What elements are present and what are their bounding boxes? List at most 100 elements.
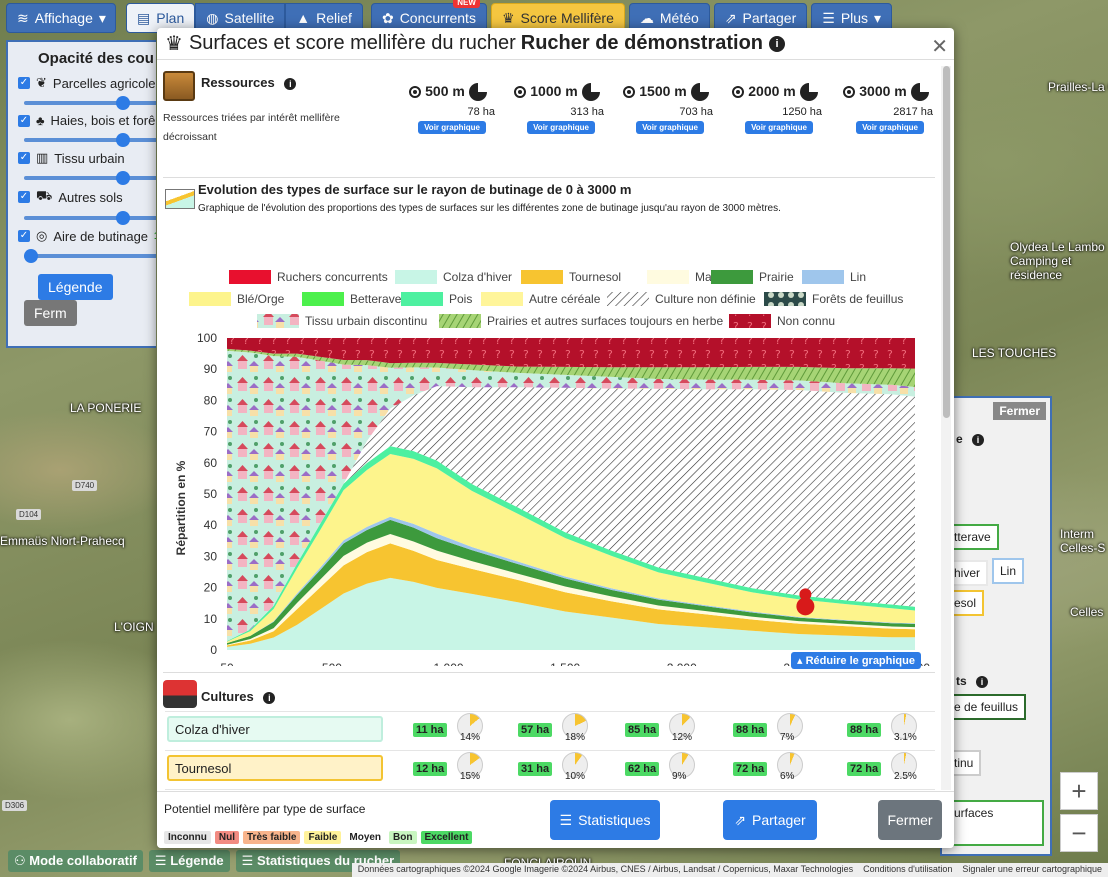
- layer-row[interactable]: ✓ ♣ Haies, bois et forê: [18, 113, 156, 128]
- road-tag: D740: [72, 480, 98, 491]
- score-tag: Nul: [214, 831, 239, 844]
- checkbox[interactable]: ✓: [18, 77, 30, 89]
- y-tick-label: 20: [204, 581, 218, 595]
- slider-handle[interactable]: [116, 211, 130, 225]
- legend-label: Forêts de feuillus: [812, 292, 903, 306]
- layer-row[interactable]: ✓ ❦ Parcelles agricole: [18, 75, 156, 91]
- share-pie: [562, 713, 588, 739]
- map-label-intermarche: Interm Celles-S: [1060, 527, 1106, 555]
- fermer-modal-button[interactable]: Fermer: [878, 800, 942, 840]
- legend-label: Prairie: [759, 270, 794, 284]
- bottom-toolbar: ⚇ Mode collaboratif ☰ Légende ☰ Statisti…: [8, 850, 401, 872]
- statistiques-button[interactable]: ☰ Statistiques: [550, 800, 660, 840]
- new-badge: NEW: [453, 0, 480, 8]
- modal-scrollbar[interactable]: [941, 66, 951, 790]
- info-icon[interactable]: i: [284, 77, 297, 90]
- opacity-slider[interactable]: [24, 211, 156, 225]
- share-percent: 10%: [565, 771, 586, 782]
- chip: Lin: [992, 558, 1025, 584]
- crop-row: Maïs×13 ha4.2%19 ha2.6%19 ha1.5%19 ha0.7…: [165, 789, 935, 791]
- legende-bottom-button[interactable]: ☰ Légende: [148, 850, 230, 872]
- legend-label: Lin: [850, 270, 866, 284]
- share-pie: [457, 713, 483, 739]
- report-error-link[interactable]: Signaler une erreur cartographique: [962, 864, 1102, 874]
- info-icon[interactable]: i: [263, 691, 276, 704]
- reduce-chart-button[interactable]: ▴ Réduire le graphique: [791, 652, 921, 669]
- checkbox[interactable]: ✓: [18, 230, 30, 242]
- voir-graphique-button[interactable]: Voir graphique: [418, 121, 486, 135]
- radius-1500: 1500 m 703 ha Voir graphique: [611, 83, 721, 135]
- layer-row[interactable]: ✓ ▥ Tissu urbain: [18, 150, 125, 166]
- share-pie: [562, 752, 588, 778]
- share-pie: [777, 752, 803, 778]
- terms-link[interactable]: Conditions d'utilisation: [863, 864, 953, 874]
- partager-modal-button[interactable]: ⇗ Partager: [723, 800, 817, 840]
- legend-swatch: [802, 270, 844, 284]
- opacity-slider[interactable]: [24, 133, 156, 147]
- legend-swatch: [764, 292, 806, 306]
- tree-icon: ♣: [36, 113, 45, 128]
- surface-ha: 11 ha: [413, 723, 447, 737]
- close-icon[interactable]: ✕: [931, 36, 948, 58]
- fermer-button[interactable]: Ferm: [24, 300, 77, 326]
- share-percent: 7%: [780, 732, 795, 743]
- legend-label: Prairies et autres surfaces toujours en …: [487, 314, 723, 328]
- slider-handle[interactable]: [24, 249, 38, 263]
- scrollbar-thumb[interactable]: [943, 66, 950, 418]
- layer-row[interactable]: ✓ ⛟ Autres sols: [18, 188, 123, 205]
- voir-graphique-button[interactable]: Voir graphique: [636, 121, 704, 135]
- voir-graphique-button[interactable]: Voir graphique: [527, 121, 595, 135]
- crop-row: Tournesol 12 ha 15% 31 ha 10% 62 ha 9% 72 ha 6% 7…: [165, 750, 935, 788]
- y-tick-label: 60: [204, 456, 218, 470]
- tractor-icon: ⛟: [36, 188, 53, 203]
- share-pie: [777, 713, 803, 739]
- score-tag: Bon: [389, 831, 417, 844]
- info-icon[interactable]: i: [769, 35, 786, 52]
- area-ma-s: [227, 533, 915, 646]
- surface-ha: 88 ha: [847, 723, 882, 737]
- zoom-out-button[interactable]: −: [1060, 814, 1098, 852]
- y-tick-label: 0: [210, 643, 217, 657]
- modal-body: Ressources i Ressources triées par intér…: [157, 61, 941, 791]
- area-prairies-et-autres-surfaces-toujours-en-herbe: [227, 348, 915, 388]
- legend-swatch: [229, 270, 271, 284]
- crop-name: Colza d'hiver: [167, 716, 383, 742]
- layer-row[interactable]: ✓◎Aire de butinage1: [18, 228, 156, 244]
- globe-icon: ◍: [206, 9, 219, 26]
- map-label-olydea: Olydea Le Lambo Camping et résidence: [1010, 240, 1105, 282]
- affichage-dropdown[interactable]: ≋ Affichage ▾: [6, 3, 116, 33]
- share-percent: 9%: [672, 771, 687, 782]
- y-tick-label: 40: [204, 518, 218, 532]
- checkbox[interactable]: ✓: [18, 191, 30, 203]
- legend-swatch: [302, 292, 344, 306]
- legend-swatch: [401, 292, 443, 306]
- legend-swatch: [729, 314, 771, 328]
- share-percent: 18%: [565, 732, 586, 743]
- slider-handle[interactable]: [116, 133, 130, 147]
- divider: [163, 177, 935, 178]
- legende-button[interactable]: Légende: [38, 274, 113, 300]
- voir-graphique-button[interactable]: Voir graphique: [856, 121, 924, 135]
- opacity-slider[interactable]: [24, 171, 156, 185]
- zoom-in-button[interactable]: +: [1060, 772, 1098, 810]
- slider-handle[interactable]: [116, 171, 130, 185]
- checkbox[interactable]: ✓: [18, 152, 30, 164]
- y-tick-label: 50: [204, 487, 218, 501]
- right-panel-close-button[interactable]: Fermer: [993, 402, 1046, 420]
- opacity-slider[interactable]: [24, 96, 156, 110]
- opacity-slider[interactable]: [24, 249, 156, 263]
- legend-swatch: [439, 314, 481, 328]
- mode-collaboratif-button[interactable]: ⚇ Mode collaboratif: [8, 850, 143, 872]
- share-percent: 6%: [780, 771, 795, 782]
- legend-label: Autre céréale: [529, 292, 601, 306]
- voir-graphique-button[interactable]: Voir graphique: [745, 121, 813, 135]
- checkbox[interactable]: ✓: [18, 114, 30, 127]
- right-panel-heading: e i: [956, 432, 985, 446]
- legend-label: Non connu: [777, 314, 835, 328]
- y-tick-label: 30: [204, 549, 218, 563]
- target-icon: [514, 86, 527, 99]
- road-tag: D104: [16, 509, 42, 520]
- database-icon: ☰: [559, 811, 573, 828]
- slider-handle[interactable]: [116, 96, 130, 110]
